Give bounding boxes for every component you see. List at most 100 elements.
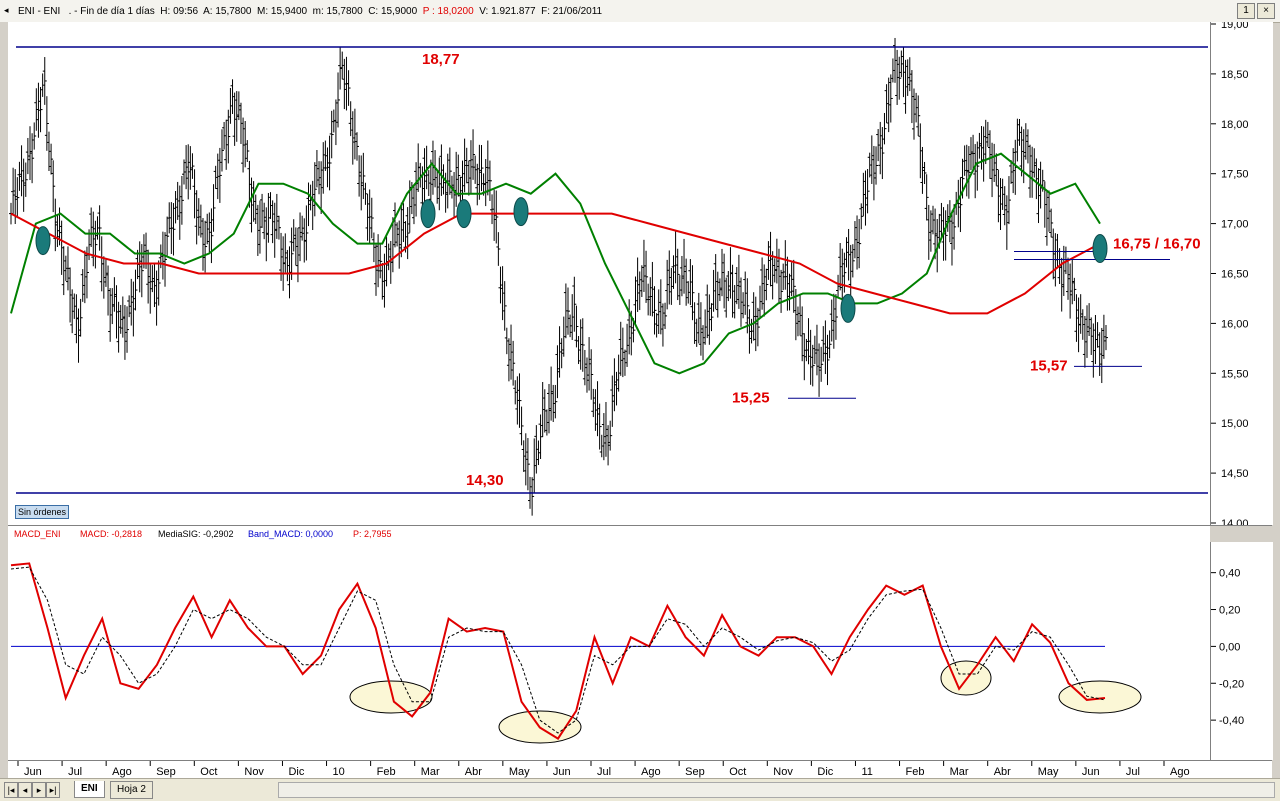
price-chart-svg: 18,77 14,30 15,25 15,57 16,75 / 16,70 [9, 37, 1208, 516]
crossover-marker [35, 226, 51, 256]
macd-y-axis[interactable]: 0,40 0,20 0,00 -0,20 -0,40 [1210, 542, 1273, 760]
price-y-tick-label: 14,00 [1221, 518, 1249, 525]
price-y-tick-label: 17,50 [1221, 169, 1249, 181]
x-tick-label: Ago [1170, 766, 1190, 778]
crossover-marker [513, 197, 529, 227]
macd-highlight-ellipse [349, 680, 433, 714]
macd-highlight-ellipse [1058, 680, 1142, 714]
macd-y-tick-label: 0,00 [1219, 641, 1240, 653]
crossover-marker [840, 293, 856, 323]
price-y-tick-label: 17,00 [1221, 219, 1249, 231]
moving-averages-group [10, 152, 1101, 375]
x-tick-label: 10 [333, 766, 345, 778]
price-y-tick-label: 14,50 [1221, 468, 1249, 480]
x-tick-label: Dic [288, 766, 304, 778]
price-y-tick-label: 16,00 [1221, 318, 1249, 330]
x-tick-label: Oct [729, 766, 746, 778]
time-x-axis[interactable]: Jun Jul Ago Sep Oct Nov Dic 10 Feb Mar Abr May Jun Ju… [8, 760, 1272, 779]
x-tick-label: 11 [861, 766, 872, 778]
x-tick-label: Ago [112, 766, 132, 778]
sin-ordenes-button[interactable]: Sin órdenes [15, 505, 70, 519]
macd-header: MACD_ENI MACD: -0,2818 MediaSIG: -0,2902… [8, 526, 1210, 542]
macd-y-tick-label: 0,20 [1219, 605, 1240, 617]
price-y-tick-label: 16,50 [1221, 269, 1249, 281]
title-arrow-icon[interactable]: ◂ [4, 5, 9, 15]
crossover-marker [1092, 234, 1108, 264]
x-tick-label: Abr [465, 766, 482, 778]
horizontal-scrollbar[interactable] [278, 782, 1275, 798]
macd-name: MACD_ENI [14, 529, 61, 539]
price-y-axis[interactable]: 19,00 18,50 18,00 17,50 17,00 16,50 16,00 15,50… [1210, 19, 1273, 530]
x-tick-label: Ago [641, 766, 661, 778]
x-tick-label: Oct [200, 766, 217, 778]
macd-y-tick-label: -0,20 [1219, 678, 1244, 690]
x-tick-label: Nov [244, 766, 264, 778]
x-tick-label: Jul [68, 766, 82, 778]
x-tick-label: Jul [597, 766, 611, 778]
left-gutter [0, 22, 8, 760]
time-x-axis-svg: Jun Jul Ago Sep Oct Nov Dic 10 Feb Mar Abr May Jun Ju… [17, 761, 1190, 778]
level-label: 15,25 [732, 389, 770, 406]
x-tick-label: Mar [950, 766, 969, 778]
macd-lines-group [10, 562, 1106, 740]
x-tick-label: Jun [553, 766, 571, 778]
price-bars-group [9, 37, 1108, 516]
macd-y-tick-label: 0,40 [1219, 568, 1240, 580]
title-text: ENI - ENI . - Fin de día 1 días H: 09:56… [18, 6, 602, 17]
level-label: 14,30 [466, 472, 504, 489]
title-p-value: P : 18,0200 [422, 6, 474, 17]
macd-signal-line [10, 566, 1106, 734]
crossover-marker [420, 199, 436, 229]
markers-group [35, 197, 1108, 323]
chart-title-bar: ◂ ENI - ENI . - Fin de día 1 días H: 09:… [0, 0, 1280, 23]
x-tick-label: Mar [421, 766, 440, 778]
level-label: 15,57 [1030, 357, 1068, 374]
short-moving-average [10, 152, 1101, 375]
macd-signal-value: MediaSIG: -0,2902 [158, 529, 234, 539]
macd-p-value: P: 2,7955 [353, 529, 392, 539]
level-label: 16,75 / 16,70 [1113, 236, 1201, 253]
price-y-tick-label: 15,50 [1221, 368, 1249, 380]
close-button[interactable]: × [1257, 3, 1275, 19]
x-tick-label: Feb [906, 766, 925, 778]
x-tick-label: Sep [156, 766, 176, 778]
window-layout-button[interactable]: 1 [1237, 3, 1255, 19]
level-label: 18,77 [422, 51, 460, 68]
price-y-tick-label: 19,00 [1221, 22, 1249, 31]
first-sheet-button[interactable]: |◂ [4, 782, 18, 798]
x-tick-label: Jun [1082, 766, 1100, 778]
x-tick-label: May [509, 766, 530, 778]
x-tick-label: May [1038, 766, 1059, 778]
macd-ellipses-group [349, 660, 1142, 744]
macd-chart-pane[interactable] [8, 542, 1210, 760]
last-sheet-button[interactable]: ▸| [46, 782, 60, 798]
x-tick-label: Jul [1126, 766, 1140, 778]
macd-line [10, 562, 1106, 740]
price-y-tick-label: 18,00 [1221, 119, 1249, 131]
price-chart-pane[interactable]: 18,77 14,30 15,25 15,57 16,75 / 16,70 [8, 22, 1210, 525]
crossover-marker [456, 199, 472, 229]
macd-highlight-ellipse [940, 660, 992, 696]
x-tick-label: Sep [685, 766, 705, 778]
sheet-tab-bar: |◂ ◂ ▸ ▸| ENI Hoja 2 [0, 778, 1280, 801]
tab-hoja-2[interactable]: Hoja 2 [110, 781, 153, 799]
pane-separator[interactable] [8, 525, 1272, 526]
price-y-tick-label: 18,50 [1221, 69, 1249, 81]
prev-sheet-button[interactable]: ◂ [18, 782, 32, 798]
next-sheet-button[interactable]: ▸ [32, 782, 46, 798]
title-symbol: ENI - ENI [18, 6, 61, 17]
x-tick-label: Feb [377, 766, 396, 778]
x-tick-label: Jun [24, 766, 42, 778]
levels-group: 18,77 14,30 15,25 15,57 16,75 / 16,70 [16, 46, 1208, 494]
macd-value: MACD: -0,2818 [80, 529, 143, 539]
title-tail: V: 1.921.877 F: 21/06/2011 [473, 6, 603, 17]
long-moving-average [10, 212, 1101, 315]
x-tick-label: Dic [817, 766, 833, 778]
price-y-axis-svg: 19,00 18,50 18,00 17,50 17,00 16,50 16,00 15,50… [1211, 19, 1249, 530]
tab-eni[interactable]: ENI [74, 781, 105, 798]
x-tick-label: Abr [994, 766, 1011, 778]
x-tick-label: Nov [773, 766, 793, 778]
price-y-tick-label: 15,00 [1221, 418, 1249, 430]
macd-y-tick-label: -0,40 [1219, 715, 1244, 727]
